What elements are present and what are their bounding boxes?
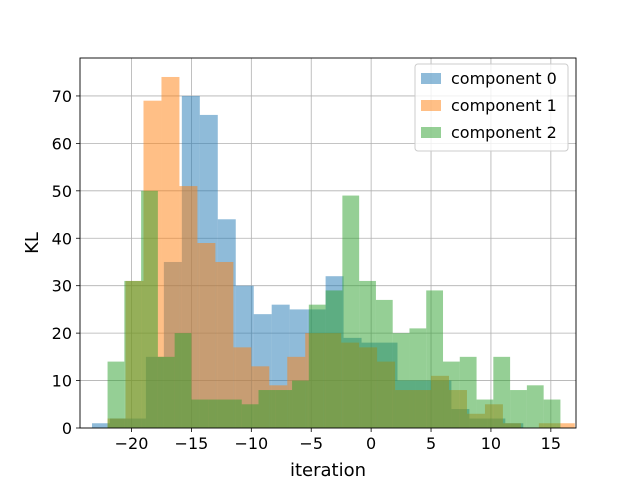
series-component-2 bbox=[107, 190, 561, 428]
histogram-bar bbox=[107, 361, 125, 428]
histogram-bar bbox=[197, 243, 216, 428]
y-tick-label: 50 bbox=[52, 182, 72, 201]
y-tick-label: 20 bbox=[52, 324, 72, 343]
plot-frame bbox=[79, 57, 577, 429]
x-tick-label: −10 bbox=[234, 434, 268, 453]
histogram-bar bbox=[157, 356, 175, 428]
histogram-bar bbox=[476, 399, 494, 428]
histogram-bar bbox=[426, 290, 444, 428]
x-tick-label: −5 bbox=[299, 434, 323, 453]
y-axis-label: KL bbox=[22, 232, 43, 254]
histogram-bar bbox=[375, 299, 393, 428]
x-tick-label: 5 bbox=[426, 434, 436, 453]
x-tick-label: 15 bbox=[541, 434, 561, 453]
histogram-bar bbox=[191, 399, 209, 428]
histogram-bar bbox=[443, 361, 460, 428]
histogram-bar bbox=[124, 280, 142, 428]
histogram-bar bbox=[543, 399, 561, 428]
histogram-bar bbox=[459, 356, 477, 428]
x-axis-label: iteration bbox=[290, 460, 366, 480]
histogram-bar bbox=[292, 380, 309, 428]
histogram-bar bbox=[224, 399, 242, 428]
x-tick-label: −15 bbox=[175, 434, 209, 453]
histogram-bar bbox=[258, 390, 276, 428]
x-tick-label: −20 bbox=[115, 434, 149, 453]
legend-frame bbox=[414, 63, 569, 152]
legend-swatch-component-0 bbox=[421, 73, 441, 84]
y-tick-label: 10 bbox=[52, 372, 72, 391]
histogram-bar bbox=[325, 290, 343, 428]
x-axis-ticks: −20 −15 −10 −5 0 5 10 15 bbox=[115, 428, 561, 453]
y-tick-label: 0 bbox=[62, 419, 72, 438]
y-tick-label: 70 bbox=[52, 87, 72, 106]
histogram-bar bbox=[91, 423, 110, 428]
histogram-bar bbox=[493, 356, 511, 428]
histogram-bar bbox=[241, 404, 259, 428]
legend-swatch-component-2 bbox=[421, 127, 441, 138]
histogram-bar bbox=[409, 328, 427, 428]
histogram-bar bbox=[359, 280, 376, 428]
histogram-bar bbox=[392, 333, 410, 428]
legend-label-component-2: component 2 bbox=[451, 123, 557, 142]
histogram-bar bbox=[556, 423, 575, 428]
x-tick-label: 10 bbox=[481, 434, 501, 453]
legend-swatch-component-1 bbox=[421, 100, 441, 111]
histogram-bar bbox=[308, 304, 326, 428]
histogram-bar bbox=[141, 190, 158, 428]
histogram-bar bbox=[208, 399, 225, 428]
x-tick-label: 0 bbox=[366, 434, 376, 453]
histogram-bar bbox=[510, 390, 527, 428]
legend: component 0 component 1 component 2 bbox=[414, 63, 569, 152]
histogram-bar bbox=[275, 390, 293, 428]
histogram-bar bbox=[342, 195, 360, 428]
bars bbox=[91, 76, 575, 428]
y-axis-ticks: 0 10 20 30 40 50 60 70 bbox=[52, 87, 80, 438]
legend-label-component-1: component 1 bbox=[451, 96, 557, 115]
histogram-bar bbox=[526, 385, 544, 428]
histogram-bar bbox=[215, 261, 234, 428]
histogram-bar bbox=[174, 333, 192, 428]
y-tick-label: 60 bbox=[52, 134, 72, 153]
y-tick-label: 40 bbox=[52, 229, 72, 248]
y-tick-label: 30 bbox=[52, 277, 72, 296]
legend-label-component-0: component 0 bbox=[451, 69, 557, 88]
